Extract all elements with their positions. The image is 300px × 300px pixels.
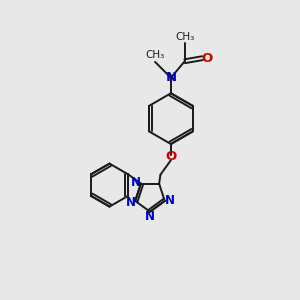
Text: N: N <box>165 71 176 84</box>
Text: CH₃: CH₃ <box>146 50 165 60</box>
Text: CH₃: CH₃ <box>175 32 194 42</box>
Text: N: N <box>131 176 141 189</box>
Text: N: N <box>145 210 155 223</box>
Text: O: O <box>165 150 176 163</box>
Text: N: N <box>164 194 175 208</box>
Text: O: O <box>201 52 212 65</box>
Text: N: N <box>125 196 136 209</box>
